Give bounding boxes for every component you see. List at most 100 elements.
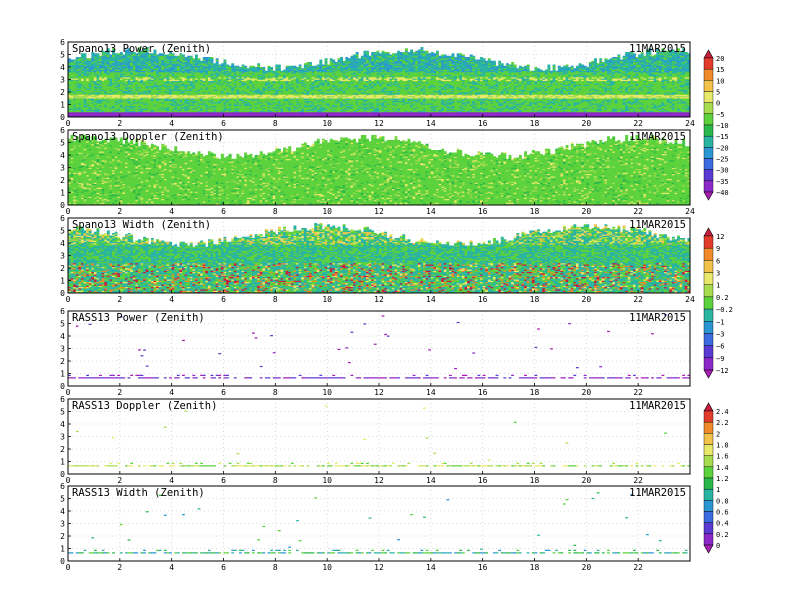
colorbar-label: 2.4: [716, 408, 729, 416]
colorbar-label: 0.4: [716, 520, 729, 528]
x-tick-label: 10: [322, 476, 332, 485]
x-tick-label: 8: [273, 295, 278, 304]
colorbar-label: 0.2: [716, 294, 729, 302]
y-tick-label: 4: [60, 420, 65, 429]
x-tick-label: 12: [374, 476, 384, 485]
x-tick-label: 2: [117, 476, 122, 485]
y-tick-label: 4: [60, 507, 65, 516]
x-tick-label: 6: [221, 563, 226, 572]
colorbar-label: 0.2: [716, 531, 729, 539]
colorbar-label: −30: [716, 167, 729, 175]
x-tick-label: 12: [374, 295, 384, 304]
x-tick-label: 4: [169, 476, 174, 485]
colorbar-label: −9: [716, 355, 724, 363]
x-tick-label: 6: [221, 295, 226, 304]
colorbar-3: 2.42.221.81.61.41.210.80.60.40.20: [704, 403, 729, 553]
y-tick-label: 1: [60, 545, 65, 554]
y-tick-label: 2: [60, 357, 65, 366]
colorbar-label: −40: [716, 189, 729, 197]
colorbar-label: 1: [716, 282, 720, 290]
y-tick-label: 0: [60, 113, 65, 122]
colorbar-label: 0: [716, 100, 720, 108]
colorbar-label: −25: [716, 156, 729, 164]
y-tick-label: 4: [60, 332, 65, 341]
colorbar-label: 5: [716, 89, 720, 97]
colorbar-label: 10: [716, 77, 724, 85]
y-tick-label: 6: [60, 482, 65, 491]
x-tick-label: 22: [633, 563, 643, 572]
x-tick-label: 24: [685, 207, 695, 216]
x-tick-label: 0: [66, 119, 71, 128]
y-tick-label: 4: [60, 63, 65, 72]
y-tick-label: 0: [60, 557, 65, 566]
y-tick-label: 2: [60, 445, 65, 454]
x-tick-label: 10: [322, 295, 332, 304]
y-tick-label: 2: [60, 264, 65, 273]
x-tick-label: 12: [374, 563, 384, 572]
x-tick-label: 2: [117, 207, 122, 216]
y-tick-label: 3: [60, 76, 65, 85]
x-tick-label: 22: [633, 476, 643, 485]
colorbar-label: 0.6: [716, 509, 729, 517]
x-tick-label: 20: [582, 476, 592, 485]
x-tick-label: 0: [66, 476, 71, 485]
x-tick-label: 6: [221, 476, 226, 485]
y-tick-label: 5: [60, 51, 65, 60]
x-tick-label: 6: [221, 119, 226, 128]
x-tick-label: 24: [685, 295, 695, 304]
y-tick-label: 1: [60, 458, 65, 467]
colorbar-label: 3: [716, 270, 720, 278]
colorbar-label: 6: [716, 257, 720, 265]
x-tick-label: 20: [582, 563, 592, 572]
colorbar-label: 15: [716, 66, 724, 74]
x-tick-label: 0: [66, 388, 71, 397]
y-tick-label: 1: [60, 189, 65, 198]
y-tick-label: 3: [60, 345, 65, 354]
colorbar-label: 1.4: [716, 464, 729, 472]
x-tick-label: 8: [273, 563, 278, 572]
x-tick-label: 14: [426, 119, 436, 128]
data-cells: [68, 135, 690, 205]
y-tick-label: 1: [60, 101, 65, 110]
x-tick-label: 6: [221, 207, 226, 216]
data-cells: [68, 492, 688, 553]
x-tick-label: 14: [426, 207, 436, 216]
y-tick-label: 6: [60, 126, 65, 135]
colorbar-label: −1: [716, 318, 724, 326]
y-tick-label: 0: [60, 201, 65, 210]
colorbar-label: −6: [716, 343, 724, 351]
colorbar-label: 12: [716, 233, 724, 241]
colorbar-label: 0.8: [716, 497, 729, 505]
panel-title: RASS13 Doppler (Zenith): [72, 400, 217, 412]
panel-date: 11MAR2015: [629, 312, 686, 324]
y-tick-label: 6: [60, 307, 65, 316]
colorbars-layer: 20151050−5−10−15−20−25−30−35−401296310.2…: [704, 50, 733, 553]
panel-title: RASS13 Power (Zenith): [72, 312, 205, 324]
x-tick-label: 2: [117, 563, 122, 572]
y-tick-label: 0: [60, 289, 65, 298]
colorbar-label: 1.8: [716, 442, 729, 450]
x-tick-label: 18: [530, 207, 540, 216]
y-tick-label: 2: [60, 88, 65, 97]
x-tick-label: 8: [273, 119, 278, 128]
x-tick-label: 18: [530, 476, 540, 485]
colorbar-label: 1.6: [716, 453, 729, 461]
panel-date: 11MAR2015: [629, 43, 686, 55]
x-tick-label: 4: [169, 563, 174, 572]
x-tick-label: 8: [273, 207, 278, 216]
x-tick-label: 8: [273, 388, 278, 397]
x-tick-label: 4: [169, 295, 174, 304]
x-tick-label: 10: [322, 388, 332, 397]
y-tick-label: 0: [60, 470, 65, 479]
colorbar-label: −12: [716, 367, 729, 375]
x-tick-label: 18: [530, 295, 540, 304]
y-tick-label: 5: [60, 227, 65, 236]
